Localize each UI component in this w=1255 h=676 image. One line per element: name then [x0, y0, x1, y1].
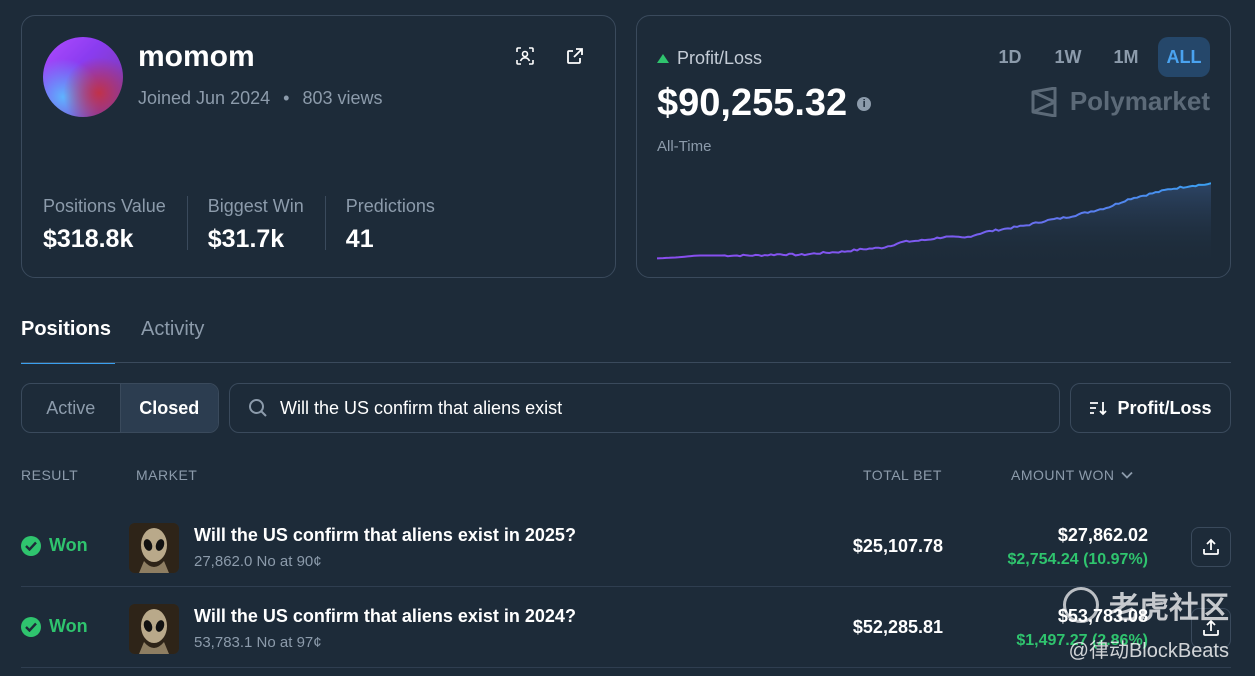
- stat-label: Biggest Win: [207, 196, 304, 216]
- pnl-value: $90,255.32 i: [657, 82, 872, 125]
- share-position-button[interactable]: [1191, 608, 1231, 648]
- stat-value: $318.8k: [43, 225, 134, 253]
- pnl-line: [657, 182, 1211, 260]
- view-count: 803 views: [302, 88, 383, 108]
- market-title[interactable]: Will the US confirm that aliens exist in…: [194, 606, 576, 626]
- sort-button[interactable]: Profit/Loss: [1070, 383, 1231, 433]
- tab-activity[interactable]: Activity: [141, 318, 205, 340]
- alien-image-icon: [129, 604, 179, 654]
- meta-separator: •: [283, 88, 290, 108]
- check-circle-icon: [21, 535, 41, 556]
- profile-stats: Positions Value $318.8k Biggest Win $31.…: [43, 196, 476, 253]
- profile-card: momom Joined Jun 2024 • 803 views Positi…: [21, 15, 616, 278]
- result-label: Won: [49, 535, 88, 555]
- check-circle-icon: [21, 616, 41, 637]
- search-icon: [249, 399, 267, 417]
- timeframe-1w[interactable]: 1W: [1054, 46, 1082, 67]
- result-won: Won: [21, 535, 88, 556]
- polymarket-logo-icon: [1031, 86, 1057, 117]
- timeframe-all[interactable]: ALL: [1158, 37, 1210, 77]
- amount-gain: $1,497.27 (2.86%): [1016, 632, 1148, 649]
- pnl-chart: [657, 182, 1211, 266]
- share-position-button[interactable]: [1191, 527, 1231, 567]
- pnl-area: [657, 183, 1211, 266]
- watermark-community: 老虎社区: [1063, 583, 1229, 627]
- tabs-divider: [21, 362, 1231, 363]
- timeframe-1d[interactable]: 1D: [998, 46, 1022, 67]
- market-position: 27,862.0 No at 90¢: [194, 553, 322, 570]
- total-bet: $25,107.78: [852, 536, 943, 556]
- amount-won: $27,862.02: [1057, 525, 1148, 545]
- stat-positions-value: Positions Value $318.8k: [43, 196, 188, 253]
- joined-date: Joined Jun 2024: [138, 88, 271, 108]
- tab-positions[interactable]: Positions: [21, 318, 116, 364]
- alien-image-icon: [129, 523, 179, 573]
- stat-label: Predictions: [345, 196, 435, 216]
- stat-biggest-win: Biggest Win $31.7k: [207, 196, 326, 253]
- sort-label: Profit/Loss: [1117, 397, 1212, 418]
- brand-name: Polymarket: [1069, 86, 1210, 116]
- tiger-logo-icon: [1063, 587, 1099, 623]
- upload-icon: [1203, 619, 1219, 636]
- market-position: 53,783.1 No at 97¢: [194, 634, 322, 651]
- sort-icon: [1090, 402, 1108, 416]
- stat-predictions: Predictions 41: [345, 196, 456, 253]
- qr-scan-button[interactable]: [513, 44, 537, 68]
- result-won: Won: [21, 616, 88, 637]
- trend-up-icon: [657, 54, 669, 63]
- watermark-source: @律动BlockBeats: [1068, 640, 1229, 662]
- header-result: RESULT: [21, 467, 79, 483]
- stat-value: 41: [345, 225, 374, 253]
- header-total-bet[interactable]: TOTAL BET: [863, 467, 942, 483]
- tabs: Positions Activity: [21, 318, 204, 364]
- info-icon[interactable]: i: [857, 96, 872, 111]
- header-amount-won-label: AMOUNT WON: [1011, 467, 1115, 483]
- avatar: [43, 37, 123, 117]
- amount-gain: $2,754.24 (10.97%): [1007, 551, 1148, 568]
- external-link-button[interactable]: [563, 44, 587, 68]
- result-label: Won: [49, 616, 88, 636]
- username: momom: [138, 40, 255, 73]
- header-market: MARKET: [136, 467, 198, 483]
- pnl-period-label: All-Time: [657, 138, 712, 155]
- status-toggle: Active Closed: [21, 383, 219, 433]
- stat-value: $31.7k: [207, 225, 285, 253]
- watermark-text: 老虎社区: [1109, 592, 1229, 625]
- pnl-label-text: Profit/Loss: [677, 48, 763, 68]
- search-box: [229, 383, 1060, 433]
- pnl-amount: $90,255.32: [657, 82, 848, 124]
- upload-icon: [1203, 538, 1219, 555]
- timeframe-selector: 1D 1W 1M ALL: [984, 37, 1210, 77]
- header-amount-won[interactable]: AMOUNT WON: [1011, 467, 1133, 483]
- pnl-card: Profit/Loss $90,255.32 i All-Time 1D 1W …: [636, 15, 1231, 278]
- chevron-down-icon: [1120, 471, 1133, 479]
- external-link-icon: [567, 48, 583, 64]
- market-thumbnail[interactable]: [129, 604, 179, 654]
- market-title[interactable]: Will the US confirm that aliens exist in…: [194, 525, 576, 545]
- qr-scan-icon: [516, 47, 534, 65]
- toggle-active[interactable]: Active: [46, 397, 96, 418]
- profile-meta: Joined Jun 2024 • 803 views: [138, 88, 383, 109]
- search-input[interactable]: [280, 397, 1040, 419]
- timeframe-1m[interactable]: 1M: [1113, 46, 1139, 67]
- table-row[interactable]: Won Will the US confirm that aliens exis…: [21, 507, 1231, 587]
- polymarket-brand: Polymarket: [1030, 86, 1210, 117]
- toggle-closed[interactable]: Closed: [119, 384, 218, 432]
- pnl-label: Profit/Loss: [657, 48, 762, 69]
- total-bet: $52,285.81: [852, 617, 943, 637]
- stat-label: Positions Value: [43, 196, 166, 216]
- market-thumbnail[interactable]: [129, 523, 179, 573]
- table-row[interactable]: Won Will the US confirm that aliens exis…: [21, 588, 1231, 668]
